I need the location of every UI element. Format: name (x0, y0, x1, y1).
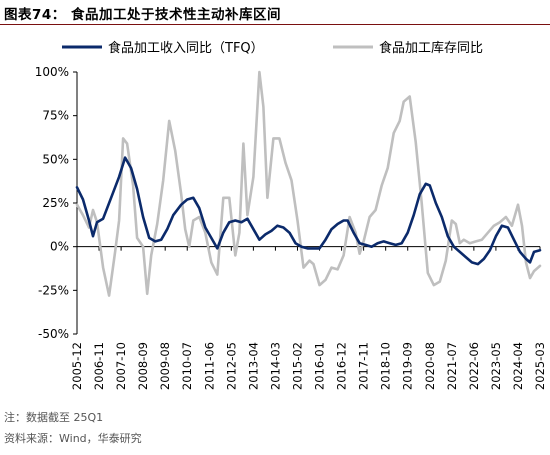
y-tick-label: -50% (38, 327, 69, 341)
axes: -50% -25% 0% 25% 50% 75% 100% 2005-12 2006-11 200… (35, 65, 547, 390)
x-tick-label: 2012-05 (224, 342, 238, 390)
x-tick-label: 2020-08 (423, 342, 437, 390)
x-tick-label: 2024-04 (511, 342, 525, 390)
x-tick-label: 2017-11 (357, 342, 371, 390)
y-tick-label: -25% (38, 283, 69, 297)
x-tick-label: 2022-06 (467, 342, 481, 390)
footnote: 注：数据截至 25Q1 (4, 411, 104, 424)
x-tick-label: 2013-04 (246, 342, 260, 390)
legend-item-revenue-label: 食品加工收入同比（TFQ） (108, 40, 264, 56)
y-tick-label: 25% (42, 196, 69, 210)
x-tick-label: 2014-03 (268, 342, 282, 390)
x-tick-label: 2016-01 (313, 342, 327, 390)
legend: 食品加工收入同比（TFQ） 食品加工库存同比 (62, 40, 483, 56)
y-tick-label: 100% (35, 65, 69, 79)
x-tick-label: 2021-07 (445, 342, 459, 390)
series-lines (75, 70, 542, 297)
source-note: 资料来源：Wind，华泰研究 (4, 432, 142, 445)
x-tick-label: 2019-09 (401, 342, 415, 390)
x-tick-label: 2023-05 (489, 342, 503, 390)
x-tick-label: 2006-11 (92, 342, 106, 390)
x-tick-label: 2015-02 (290, 342, 304, 390)
title-divider (0, 24, 550, 25)
x-tick-label: 2010-07 (180, 342, 194, 390)
x-tick-label: 2016-12 (335, 342, 349, 390)
x-tick-label: 2008-09 (136, 342, 150, 390)
y-tick-label: 0% (50, 240, 69, 254)
series-line-revenue (75, 156, 542, 266)
y-tick-label: 50% (42, 152, 69, 166)
x-tick-label: 2011-06 (202, 342, 216, 390)
legend-item-inventory-label: 食品加工库存同比 (379, 40, 483, 56)
chart-title: 图表74： 食品加工处于技术性主动补库区间 (4, 7, 281, 23)
series-line-inventory (75, 70, 542, 297)
x-tick-label: 2007-10 (114, 342, 128, 390)
line-chart: 食品加工收入同比（TFQ） 食品加工库存同比 -50% -25% 0% 25% 50% 75… (35, 40, 547, 390)
y-tick-label: 75% (42, 109, 69, 123)
x-tick-label: 2009-08 (158, 342, 172, 390)
x-tick-label: 2018-10 (379, 342, 393, 390)
x-tick-label: 2025-03 (533, 342, 547, 390)
x-tick-label: 2005-12 (70, 342, 84, 390)
